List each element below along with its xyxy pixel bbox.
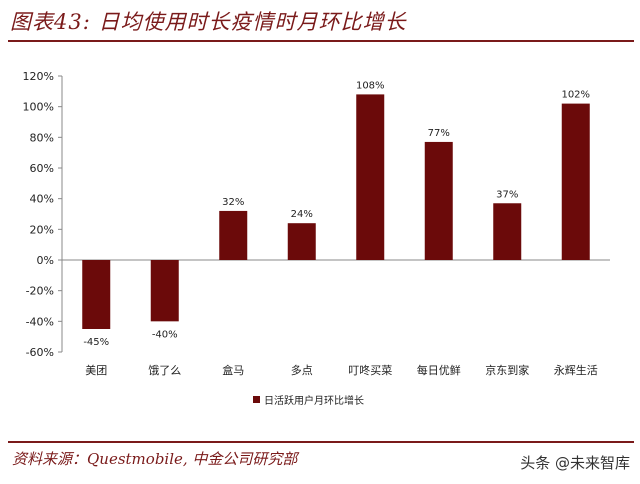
x-tick-label: 多点 [291, 363, 313, 377]
legend-label: 日活跃用户月环比增长 [264, 394, 364, 407]
x-tick-label: 美团 [85, 364, 107, 377]
y-tick-label: 120% [23, 70, 54, 83]
bar [561, 103, 590, 260]
watermark: 头条 @未来智库 [520, 454, 630, 472]
legend-swatch [253, 396, 260, 403]
bar [287, 223, 316, 260]
y-tick-label: 80% [30, 131, 54, 144]
bar [356, 94, 385, 261]
bar [150, 260, 179, 322]
x-tick-label: 饿了么 [148, 363, 181, 377]
y-tick-label: 100% [23, 101, 54, 114]
y-tick-label: -20% [26, 285, 54, 298]
data-label: 24% [291, 209, 313, 220]
data-label: -40% [152, 329, 178, 340]
bar-chart: 120% 100% 80% 60% 40% 20% 0% -20% -40% -60% -45% 美团… [23, 70, 610, 407]
data-label: 37% [496, 189, 518, 200]
y-tick-label: 0% [37, 254, 54, 267]
data-label: 32% [222, 197, 244, 208]
source-note: 资料来源：Questmobile, 中金公司研究部 [12, 450, 298, 468]
y-tick-label: -60% [26, 346, 54, 359]
source-rule [8, 441, 634, 443]
x-tick-label: 永辉生活 [554, 363, 598, 377]
y-tick-label: 40% [30, 193, 54, 206]
bar [424, 141, 453, 260]
x-tick-label: 叮咚买菜 [348, 363, 392, 377]
y-tick-label: 60% [30, 162, 54, 175]
x-tick-label: 盒马 [222, 363, 244, 377]
bar [82, 260, 111, 329]
bar [493, 203, 522, 260]
figure-title: 图表43: 日均使用时长疫情时月环比增长 [10, 10, 407, 34]
data-label: 102% [561, 90, 590, 101]
data-label: 108% [356, 80, 385, 91]
x-tick-label: 每日优鲜 [417, 363, 461, 377]
data-label: 77% [428, 128, 450, 139]
data-label: -45% [83, 337, 109, 348]
bar [219, 210, 248, 260]
y-tick-label: -40% [26, 315, 54, 328]
x-tick-label: 京东到家 [485, 363, 529, 377]
title-rule [8, 40, 634, 42]
y-tick-label: 20% [30, 223, 54, 236]
